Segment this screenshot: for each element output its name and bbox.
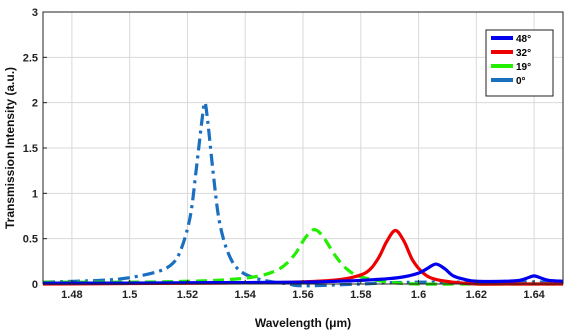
series-line: [42, 101, 564, 288]
x-tick-label: 1.5: [122, 289, 137, 301]
x-tick-label: 1.48: [61, 289, 82, 301]
legend-label: 19°: [516, 62, 531, 73]
x-tick-label: 1.58: [350, 289, 371, 301]
legend-label: 0°: [516, 76, 526, 87]
y-tick-label: 0.5: [23, 234, 38, 246]
x-tick-label: 1.52: [177, 289, 198, 301]
x-tick-label: 1.56: [292, 289, 313, 301]
y-tick-label: 1: [32, 188, 38, 200]
y-axis-title: Transmission Intensity (a.u.): [3, 67, 17, 229]
series-lines: [42, 101, 564, 288]
legend: 48° 32° 19° 0°: [485, 29, 554, 97]
x-tick-label: 1.6: [411, 289, 426, 301]
y-tick-label: 3: [32, 7, 38, 19]
y-tick-label: 2.5: [23, 52, 38, 64]
x-tick-label: 1.62: [466, 289, 487, 301]
y-tick-label: 2: [32, 98, 38, 110]
x-tick-label: 1.54: [235, 289, 257, 301]
y-tick-label: 0: [32, 279, 38, 291]
legend-box: [485, 29, 554, 97]
y-tick-label: 1.5: [23, 143, 38, 155]
series-line: [42, 228, 563, 286]
y-axis-ticks: 0 0.5 1 1.5 2 2.5 3: [23, 7, 47, 291]
legend-label: 48°: [516, 34, 531, 45]
legend-label: 32°: [516, 48, 531, 59]
x-axis-title: Wavelength (μm): [255, 316, 351, 330]
x-tick-label: 1.64: [523, 289, 545, 301]
x-axis-ticks: 1.48 1.5 1.52 1.54 1.56 1.58 1.6 1.62 1.64: [61, 280, 546, 301]
series-line: [42, 262, 564, 285]
